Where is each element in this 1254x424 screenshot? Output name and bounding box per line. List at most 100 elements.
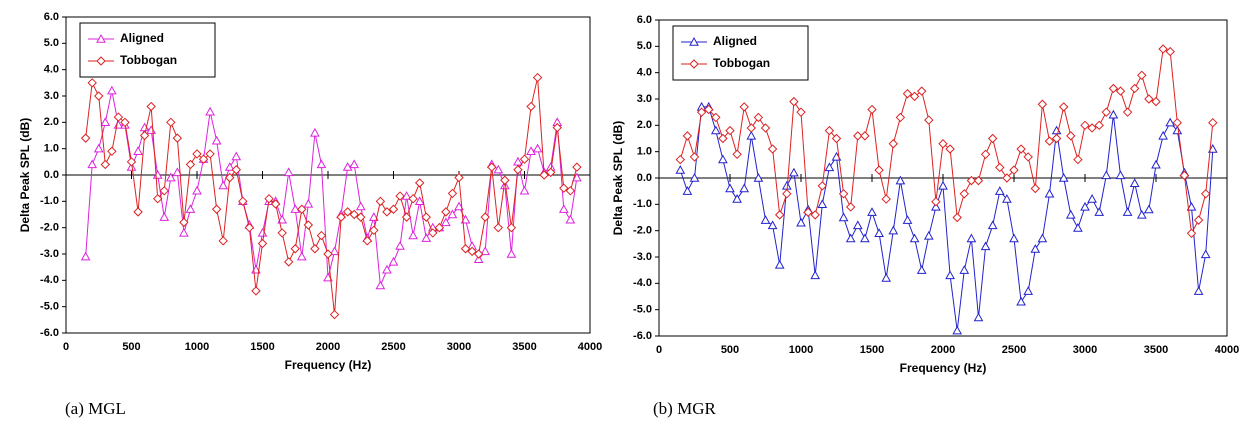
- data-point: [146, 101, 156, 112]
- y-tick-label: -5.0: [633, 304, 652, 316]
- data-point: [796, 107, 806, 117]
- data-point: [113, 112, 124, 122]
- x-tick-label: 3500: [512, 341, 536, 353]
- data-point: [480, 212, 490, 222]
- data-point: [760, 123, 771, 133]
- data-point: [460, 214, 471, 224]
- data-point: [1151, 159, 1161, 169]
- data-point: [902, 89, 913, 99]
- data-point: [94, 91, 104, 101]
- series-line: [679, 106, 1214, 331]
- data-point: [867, 104, 877, 115]
- data-point: [980, 149, 991, 160]
- data-point: [1094, 120, 1104, 131]
- data-point: [434, 222, 445, 233]
- legend-box: [672, 25, 809, 81]
- data-point: [1129, 178, 1140, 187]
- y-tick-label: 3.0: [44, 90, 59, 102]
- data-point: [789, 167, 799, 177]
- data-point: [211, 204, 222, 214]
- data-point: [362, 236, 373, 246]
- data-point: [810, 210, 820, 220]
- y-axis-label: Delta Peak SPL (dB): [18, 118, 32, 232]
- data-point: [401, 212, 412, 222]
- data-point: [817, 199, 828, 209]
- data-point: [1101, 170, 1112, 180]
- data-point: [838, 189, 849, 199]
- x-tick-label: 500: [122, 341, 140, 353]
- data-point: [1002, 173, 1012, 183]
- data-point: [1094, 207, 1105, 216]
- data-point: [120, 117, 130, 128]
- data-point: [838, 212, 849, 222]
- data-point: [126, 157, 137, 167]
- data-point: [1129, 83, 1140, 94]
- data-point: [853, 131, 863, 141]
- data-point: [817, 181, 828, 191]
- y-tick-label: -4.0: [633, 277, 652, 289]
- data-point: [369, 225, 379, 236]
- data-point: [938, 139, 948, 149]
- data-point: [682, 131, 693, 141]
- data-point: [539, 170, 549, 180]
- data-point: [356, 212, 366, 222]
- data-point: [1080, 120, 1090, 131]
- data-point: [1044, 188, 1055, 198]
- data-point: [303, 220, 314, 230]
- data-point: [493, 164, 504, 174]
- data-point: [1207, 144, 1218, 153]
- data-point: [1058, 172, 1069, 182]
- data-point: [310, 244, 320, 254]
- y-tick-label: -2.0: [40, 222, 59, 234]
- data-point: [1051, 133, 1062, 144]
- data-point: [732, 149, 742, 160]
- data-point: [572, 162, 582, 172]
- y-axis-label: Delta Peak SPL (dB): [611, 121, 625, 235]
- data-point: [395, 241, 405, 250]
- data-point: [1044, 136, 1055, 146]
- data-point: [1122, 207, 1133, 216]
- data-point: [852, 220, 863, 230]
- data-point: [303, 198, 314, 208]
- data-point: [1023, 286, 1034, 295]
- data-point: [166, 117, 176, 128]
- data-point: [172, 167, 183, 177]
- data-point: [342, 162, 353, 171]
- y-tick-label: -5.0: [40, 301, 59, 313]
- data-point: [80, 133, 91, 143]
- legend-label: Aligned: [713, 34, 757, 48]
- y-tick-label: 5.0: [44, 37, 59, 49]
- data-point: [296, 251, 307, 261]
- x-tick-label: 1500: [860, 344, 884, 356]
- data-point: [270, 199, 281, 209]
- data-point: [973, 312, 984, 322]
- data-point: [803, 207, 813, 217]
- x-tick-label: 4000: [578, 341, 602, 353]
- data-point: [205, 106, 215, 116]
- data-point: [447, 209, 458, 219]
- data-point: [909, 233, 920, 243]
- data-point: [753, 172, 764, 182]
- data-point: [860, 131, 870, 141]
- data-point: [447, 188, 458, 199]
- data-point: [994, 186, 1005, 195]
- data-point: [349, 209, 359, 220]
- data-point: [473, 249, 484, 259]
- data-point: [159, 212, 170, 221]
- data-point: [165, 172, 176, 182]
- data-point: [205, 149, 215, 159]
- data-point: [888, 139, 899, 149]
- data-point: [179, 217, 189, 228]
- data-point: [1009, 165, 1019, 175]
- data-point: [185, 204, 196, 213]
- data-point: [959, 189, 970, 199]
- caption: (a) MGL: [65, 399, 126, 418]
- y-tick-label: -3.0: [633, 251, 652, 263]
- data-point: [746, 123, 757, 133]
- y-tick-label: -6.0: [633, 330, 652, 342]
- data-point: [1037, 233, 1048, 243]
- data-point: [211, 135, 222, 145]
- data-point: [1073, 154, 1083, 165]
- data-point: [774, 210, 785, 220]
